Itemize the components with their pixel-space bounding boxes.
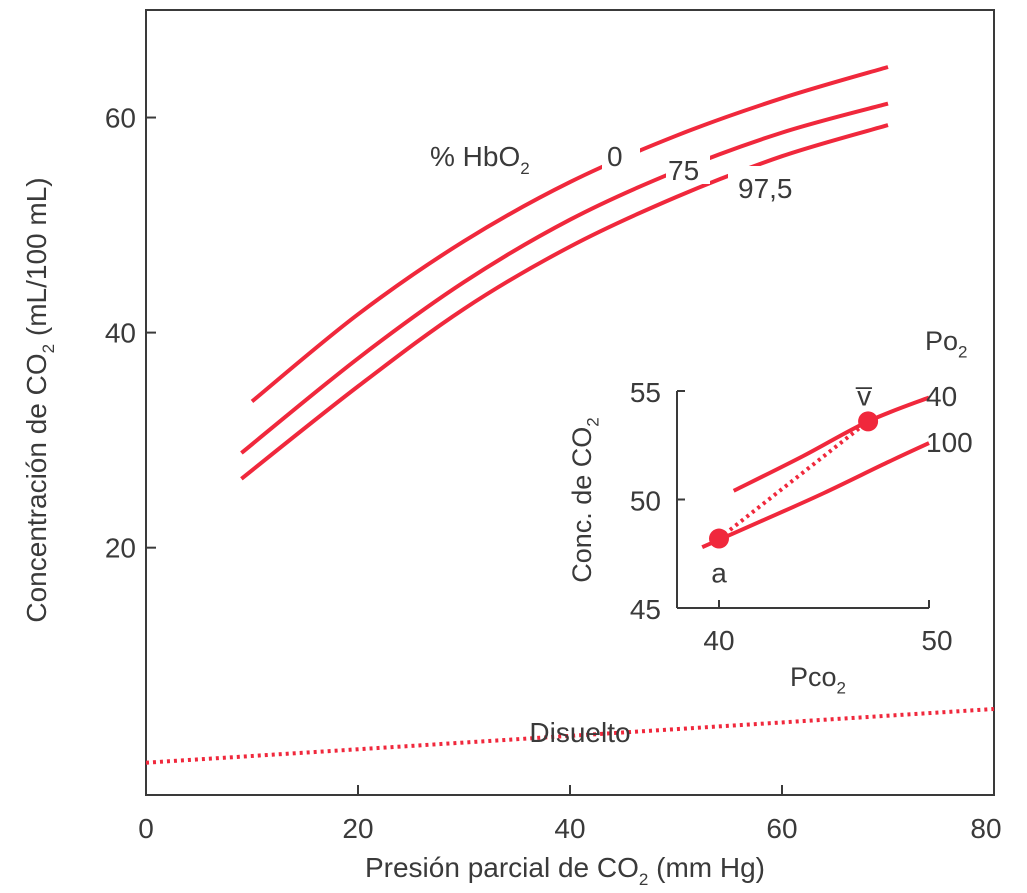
inset-y-tick-label: 55 <box>630 377 661 408</box>
main-y-tick-label: 60 <box>105 103 136 134</box>
inset-series-line-40 <box>732 395 930 493</box>
inset-y-tick-label: 45 <box>630 594 661 625</box>
inset-point-a <box>709 528 729 549</box>
curve-label-75: 75 <box>668 155 699 186</box>
inset-curve-label-100: 100 <box>926 427 973 458</box>
main-y-axis-label: Concentración de CO2 (mL/100 mL) <box>21 177 58 622</box>
legend-title: % HbO2 <box>430 141 530 178</box>
curve-label-0: 0 <box>607 141 623 172</box>
inset-x-tick-label: 50 <box>921 625 952 656</box>
main-y-tick-label: 40 <box>105 318 136 349</box>
inset-point-v-bar <box>858 411 879 432</box>
inset-point-label-v-bar: v̅ <box>855 380 873 411</box>
main-x-tick-label: 20 <box>342 813 373 844</box>
label-mask-97-5 <box>728 166 788 206</box>
series-line-97-5 <box>240 123 889 481</box>
label-mask-0 <box>602 140 640 174</box>
inset-series-line-100 <box>701 441 930 550</box>
label-mask-75 <box>666 150 710 184</box>
series-line-Disuelto <box>145 707 995 765</box>
main-y-tick-label: 20 <box>105 533 136 564</box>
series-line-0 <box>250 65 889 403</box>
curve-label-disuelto: Disuelto <box>529 717 630 748</box>
inset-legend-title: Po2 <box>925 326 968 362</box>
inset-x-tick-label: 40 <box>703 625 734 656</box>
inset-curve-label-40: 40 <box>926 381 957 412</box>
main-x-axis-label: Presión parcial de CO2 (mm Hg) <box>365 852 765 888</box>
main-x-tick-label: 40 <box>554 813 585 844</box>
main-x-tick-label: 60 <box>766 813 797 844</box>
curve-label-97-5: 97,5 <box>738 173 793 204</box>
series-line-75 <box>240 101 889 455</box>
inset-connector-dotted <box>717 419 870 541</box>
inset-x-axis-label: Pco2 <box>790 662 846 698</box>
inset-point-label-a: a <box>711 558 727 589</box>
inset-y-tick-label: 50 <box>630 486 661 517</box>
main-x-tick-label: 0 <box>138 813 154 844</box>
inset-y-axis-label: Conc. de CO2 <box>567 417 603 583</box>
main-x-tick-label: 80 <box>970 813 1001 844</box>
